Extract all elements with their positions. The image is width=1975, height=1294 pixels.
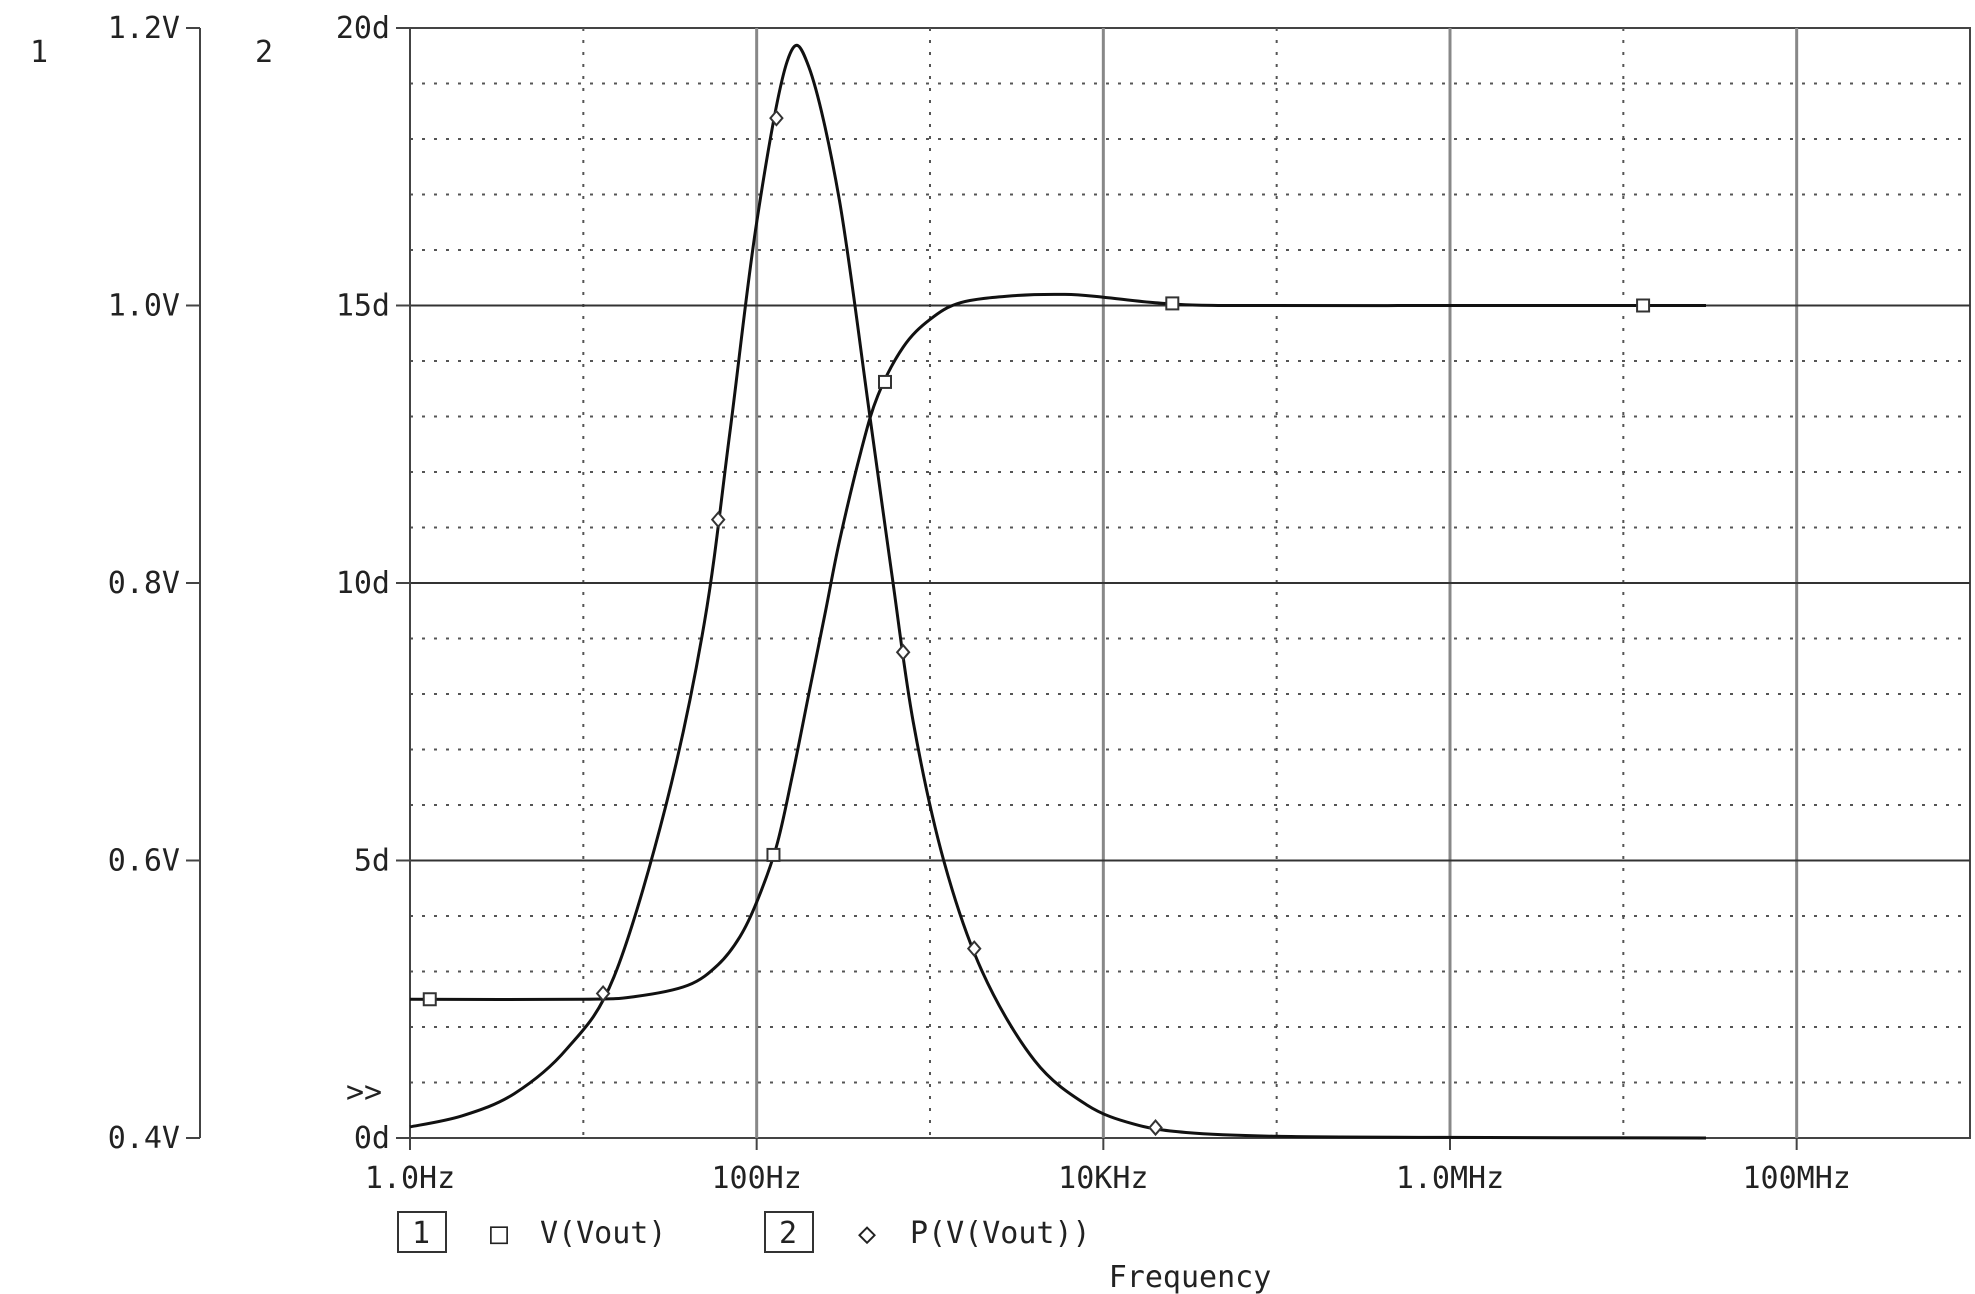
markers-layer <box>422 109 1651 1137</box>
x-tick-label: 1.0MHz <box>1396 1161 1504 1196</box>
grid <box>409 27 1971 1139</box>
legend: 1 □ V(Vout) 2 ◇ P(V(Vout)) <box>397 1211 1091 1253</box>
legend-label-1: V(Vout) <box>540 1216 666 1251</box>
series-marker-square <box>422 992 437 1007</box>
x-tick-label: 1.0Hz <box>365 1161 455 1196</box>
y1-tick-label: 0.6V <box>108 844 180 879</box>
axis2-id: 2 <box>255 35 273 70</box>
series-marker-diamond <box>895 643 911 661</box>
legend-label-2: P(V(Vout)) <box>910 1216 1091 1251</box>
series-line-2 <box>409 44 1707 1140</box>
series-marker-square <box>766 847 781 862</box>
y2-tick-label: 0d <box>354 1121 390 1156</box>
x-tick-label: 10KHz <box>1058 1161 1148 1196</box>
y2-tick-label: 10d <box>336 566 390 601</box>
series-marker-square <box>877 374 892 389</box>
legend-index-1: 1 <box>412 1216 430 1251</box>
y1-tick-label: 0.4V <box>108 1121 180 1156</box>
y1-tick-label: 0.8V <box>108 566 180 601</box>
series-marker-diamond <box>769 109 784 127</box>
overflow-marker: >> <box>346 1075 382 1110</box>
series-marker-square <box>1165 296 1180 311</box>
series-layer <box>409 44 1707 1140</box>
y1-tick-label: 1.0V <box>108 289 180 324</box>
legend-symbol-1: □ <box>490 1216 508 1251</box>
y2-tick-label: 15d <box>336 289 390 324</box>
y2-tick-label: 5d <box>354 844 390 879</box>
y1-tick-label: 1.2V <box>108 11 180 46</box>
legend-box-2 <box>764 1211 814 1253</box>
series-marker-square <box>1636 298 1651 313</box>
series-line-1 <box>409 292 1706 1001</box>
y2-tick-label: 20d <box>336 11 390 46</box>
x-tick-label: 100MHz <box>1742 1161 1850 1196</box>
series-marker-diamond <box>710 511 726 529</box>
x-axis-label: Frequency <box>1109 1260 1272 1294</box>
tick-labels: 1.0Hz 100Hz 10KHz 1.0MHz 100MHz 0.4V 0.6V 0.8V 1… <box>108 11 1851 1196</box>
series-marker-diamond <box>966 940 982 958</box>
series-marker-diamond <box>595 984 611 1003</box>
axis1-id: 1 <box>30 35 48 70</box>
series-marker-diamond <box>1148 1119 1163 1137</box>
legend-box-1 <box>397 1211 447 1253</box>
legend-symbol-2: ◇ <box>858 1216 876 1251</box>
x-tick-label: 100Hz <box>712 1161 802 1196</box>
legend-index-2: 2 <box>779 1216 797 1251</box>
